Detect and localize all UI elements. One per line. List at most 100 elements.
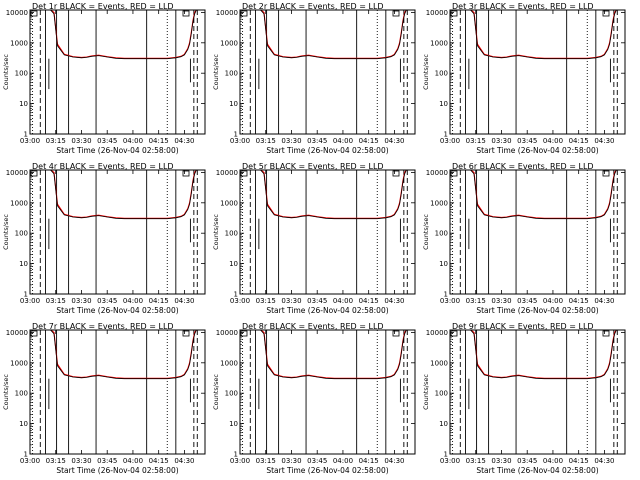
corner-marker <box>602 10 610 17</box>
panel-title: Det 3r BLACK = Events, RED = LLD <box>452 2 594 11</box>
y-tick-label: 10000 <box>216 9 238 17</box>
x-tick-label: 04:00 <box>123 297 143 305</box>
x-tick-label: 04:00 <box>333 137 353 145</box>
y-tick-label: 10000 <box>6 329 28 337</box>
plot-area <box>30 330 205 454</box>
y-axis-label: Counts/sec <box>212 374 220 410</box>
plot-area <box>450 10 625 134</box>
y-tick-label: 1000 <box>220 39 238 47</box>
x-tick-label: 04:30 <box>594 457 614 465</box>
plot-frame <box>239 169 416 295</box>
y-tick-label: 10000 <box>216 169 238 177</box>
panel-title: Det 7r BLACK = Events, RED = LLD <box>32 322 174 331</box>
x-tick-label: 03:30 <box>491 457 511 465</box>
y-tick-label: 10000 <box>426 169 448 177</box>
y-tick-label: 10 <box>19 260 28 268</box>
x-tick-label: 03:30 <box>491 297 511 305</box>
x-tick-label: 04:00 <box>543 457 563 465</box>
corner-marker <box>392 10 400 17</box>
panel-title: Det 4r BLACK = Events, RED = LLD <box>32 162 174 171</box>
plot-frame <box>29 9 206 135</box>
y-tick-label: 1 <box>444 291 448 299</box>
corner-marker <box>392 330 400 337</box>
panel: Det 2r BLACK = Events, RED = LLD Counts/s… <box>212 2 416 155</box>
y-tick-label: 100 <box>225 390 238 398</box>
x-tick-label: 03:15 <box>46 297 66 305</box>
corner-marker <box>602 330 610 337</box>
x-tick-label: 03:00 <box>440 137 460 145</box>
x-tick-label: 03:00 <box>440 457 460 465</box>
panel: Det 7r BLACK = Events, RED = LLD Counts/s… <box>2 322 206 475</box>
x-tick-label: 03:15 <box>256 137 276 145</box>
y-tick-label: 100 <box>15 70 28 78</box>
x-axis-label: Start Time (26-Nov-04 02:58:00) <box>266 466 388 475</box>
y-tick-label: 10 <box>229 420 238 428</box>
x-tick-label: 04:15 <box>569 137 589 145</box>
x-tick-label: 03:45 <box>307 457 327 465</box>
x-tick-label: 04:00 <box>333 457 353 465</box>
x-tick-label: 04:15 <box>569 297 589 305</box>
corner-marker <box>182 170 190 177</box>
x-tick-label: 03:30 <box>281 137 301 145</box>
x-tick-label: 03:45 <box>517 297 537 305</box>
x-tick-label: 03:30 <box>491 137 511 145</box>
corner-marker <box>602 170 610 177</box>
y-tick-label: 1 <box>234 451 238 459</box>
y-tick-label: 10 <box>229 260 238 268</box>
y-tick-label: 100 <box>15 230 28 238</box>
x-tick-label: 03:00 <box>230 457 250 465</box>
y-tick-label: 1 <box>234 291 238 299</box>
plot-area <box>240 330 415 454</box>
plot-area <box>240 170 415 294</box>
panel: Det 5r BLACK = Events, RED = LLD Counts/s… <box>212 162 416 315</box>
x-tick-label: 04:15 <box>359 137 379 145</box>
y-tick-label: 100 <box>225 70 238 78</box>
panel: Det 8r BLACK = Events, RED = LLD Counts/s… <box>212 322 416 475</box>
x-tick-label: 04:30 <box>174 297 194 305</box>
x-tick-label: 03:15 <box>256 297 276 305</box>
x-tick-label: 04:15 <box>359 297 379 305</box>
x-tick-label: 03:45 <box>307 297 327 305</box>
plot-frame <box>449 169 626 295</box>
y-tick-label: 1000 <box>10 359 28 367</box>
y-axis-label: Counts/sec <box>2 54 10 90</box>
events-series-line <box>450 10 625 60</box>
events-series-line <box>30 170 205 220</box>
x-tick-label: 03:30 <box>71 297 91 305</box>
panel-title: Det 6r BLACK = Events, RED = LLD <box>452 162 594 171</box>
x-tick-label: 04:15 <box>149 137 169 145</box>
plot-area <box>450 170 625 294</box>
plot-frame <box>239 9 416 135</box>
x-tick-label: 03:00 <box>20 137 40 145</box>
y-tick-label: 100 <box>435 70 448 78</box>
x-tick-label: 04:30 <box>384 297 404 305</box>
y-tick-label: 1000 <box>10 199 28 207</box>
x-tick-label: 04:15 <box>569 457 589 465</box>
y-tick-label: 10000 <box>6 169 28 177</box>
x-axis-label: Start Time (26-Nov-04 02:58:00) <box>476 466 598 475</box>
panel: Det 4r BLACK = Events, RED = LLD Counts/s… <box>2 162 206 315</box>
y-tick-label: 10 <box>19 420 28 428</box>
x-tick-label: 03:00 <box>440 297 460 305</box>
x-tick-label: 03:15 <box>46 137 66 145</box>
y-tick-label: 1 <box>234 131 238 139</box>
panel-title: Det 1r BLACK = Events, RED = LLD <box>32 2 174 11</box>
events-series-line <box>240 10 415 60</box>
x-tick-label: 03:45 <box>97 297 117 305</box>
events-series-line <box>30 10 205 60</box>
plot-area <box>450 330 625 454</box>
x-tick-label: 03:45 <box>517 137 537 145</box>
y-tick-label: 10 <box>229 100 238 108</box>
x-tick-label: 03:15 <box>46 457 66 465</box>
x-axis-label: Start Time (26-Nov-04 02:58:00) <box>56 146 178 155</box>
x-tick-label: 04:15 <box>149 297 169 305</box>
x-tick-label: 04:30 <box>174 137 194 145</box>
panel: Det 6r BLACK = Events, RED = LLD Counts/s… <box>422 162 626 315</box>
x-tick-label: 03:00 <box>20 457 40 465</box>
x-tick-label: 04:30 <box>594 137 614 145</box>
x-tick-label: 04:00 <box>123 137 143 145</box>
y-tick-label: 1000 <box>220 359 238 367</box>
events-series-line <box>240 170 415 220</box>
y-axis-label: Counts/sec <box>212 214 220 250</box>
